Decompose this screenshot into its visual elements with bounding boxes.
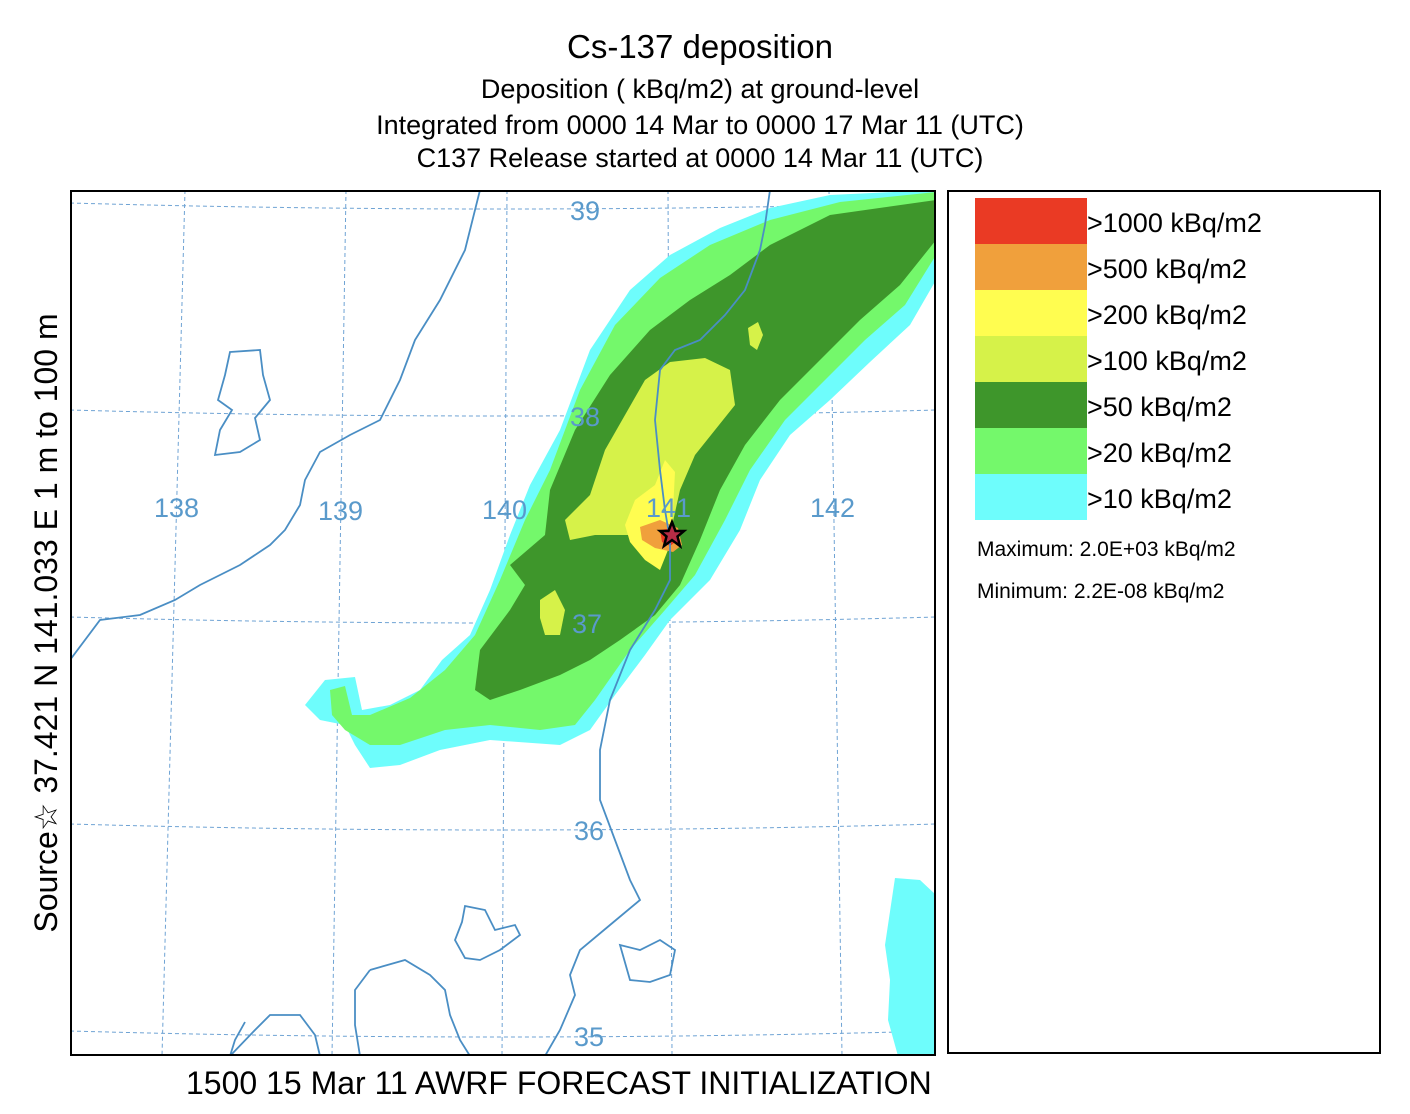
legend-label: >50 kBq/m2 xyxy=(1087,392,1232,422)
chart-subtitle-units: Deposition ( kBq/m2) at ground-level xyxy=(480,74,920,104)
chart-subtitle-release: C137 Release started at 0000 14 Mar 11 (… xyxy=(416,143,984,173)
lat-labels: 39 38 37 36 35 xyxy=(570,196,604,1052)
lat-label-38: 38 xyxy=(570,402,600,432)
star-icon[interactable] xyxy=(656,518,688,550)
legend-label: >500 kBq/m2 xyxy=(1087,254,1247,284)
legend-label: >1000 kBq/m2 xyxy=(1087,208,1262,238)
legend-item-10: >10 kBq/m2 xyxy=(975,474,1375,520)
lon-label-140: 140 xyxy=(482,495,527,525)
legend-swatch xyxy=(975,198,1087,244)
chart-subtitle-period: Integrated from 0000 14 Mar to 0000 17 M… xyxy=(376,110,1024,140)
legend-swatch xyxy=(975,382,1087,428)
lon-label-138: 138 xyxy=(154,493,199,523)
lat-label-36: 36 xyxy=(574,816,604,846)
legend-item-50: >50 kBq/m2 xyxy=(975,382,1375,428)
legend-label: >100 kBq/m2 xyxy=(1087,346,1247,376)
minimum-value: Minimum: 2.2E-08 kBq/m2 xyxy=(977,580,1225,603)
chart-title: Cs-137 deposition xyxy=(567,28,833,65)
lon-labels: 138 139 140 141 142 xyxy=(154,493,855,526)
legend-swatch xyxy=(975,244,1087,290)
forecast-initialization-label: 1500 15 Mar 11 AWRF FORECAST INITIALIZAT… xyxy=(186,1065,932,1101)
contour-100-b xyxy=(540,590,565,635)
legend-swatch xyxy=(975,428,1087,474)
legend-swatch xyxy=(975,336,1087,382)
legend-label: >200 kBq/m2 xyxy=(1087,300,1247,330)
deposition-map[interactable]: 138 139 140 141 142 39 38 37 36 35 xyxy=(70,190,936,1056)
contour-10-south xyxy=(885,878,936,1056)
legend-panel: >1000 kBq/m2 >500 kBq/m2 >200 kBq/m2 >10… xyxy=(947,190,1381,1054)
legend-swatch xyxy=(975,290,1087,336)
legend-item-100: >100 kBq/m2 xyxy=(975,336,1375,382)
legend-label: >10 kBq/m2 xyxy=(1087,484,1232,514)
coastlines xyxy=(70,190,771,1056)
lon-label-142: 142 xyxy=(810,493,855,523)
legend-item-20: >20 kBq/m2 xyxy=(975,428,1375,474)
contour-50 xyxy=(475,200,936,700)
legend-swatch xyxy=(975,474,1087,520)
legend-item-1000: >1000 kBq/m2 xyxy=(975,198,1375,244)
lat-label-37: 37 xyxy=(572,609,602,639)
lat-label-35: 35 xyxy=(574,1022,604,1052)
map-border xyxy=(70,190,936,1056)
lon-label-141: 141 xyxy=(646,493,691,523)
legend-label: >20 kBq/m2 xyxy=(1087,438,1232,468)
contour-100-c xyxy=(748,322,763,350)
legend-item-200: >200 kBq/m2 xyxy=(975,290,1375,336)
source-location-label: Source☆ 37.421 N 141.033 E 1 m to 100 m xyxy=(28,313,64,933)
contour-100 xyxy=(565,358,735,555)
legend-item-500: >500 kBq/m2 xyxy=(975,244,1375,290)
lon-label-139: 139 xyxy=(318,496,363,526)
lat-label-39: 39 xyxy=(570,196,600,226)
maximum-value: Maximum: 2.0E+03 kBq/m2 xyxy=(977,538,1236,561)
graticule xyxy=(70,190,936,1056)
